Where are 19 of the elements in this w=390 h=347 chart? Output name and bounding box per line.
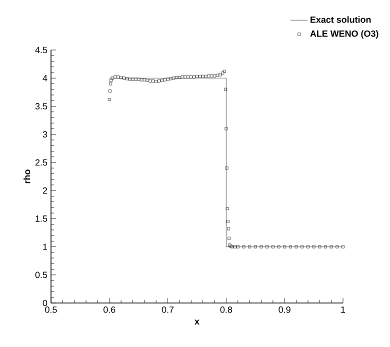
x-tick-label: 0.9 — [278, 306, 290, 313]
y-tick-label: 4 — [42, 75, 48, 82]
y-tick-label: 3 — [42, 131, 48, 138]
y-tick-label: 0.5 — [35, 272, 48, 278]
y-tick-label: 2 — [42, 187, 48, 194]
x-tick-label: 1 — [341, 306, 346, 313]
x-tick-label: 0.6 — [104, 306, 116, 313]
x-tick-label: 0.8 — [220, 306, 232, 313]
y-tick-label: 1 — [43, 244, 48, 250]
y-tick-label: 0 — [42, 300, 48, 306]
y-axis-title: rho — [24, 170, 30, 184]
y-tick-label: 3.5 — [35, 103, 48, 110]
x-tick-label: 0.7 — [162, 306, 174, 313]
legend-label: ALE WENO (O3) — [310, 30, 378, 39]
y-tick-label: 4.5 — [35, 46, 48, 54]
y-tick-label: 2.5 — [35, 159, 48, 166]
legend-label: Exact solution — [310, 16, 371, 23]
y-tick-label: 1.5 — [36, 216, 48, 222]
x-axis-title: x — [194, 320, 200, 324]
